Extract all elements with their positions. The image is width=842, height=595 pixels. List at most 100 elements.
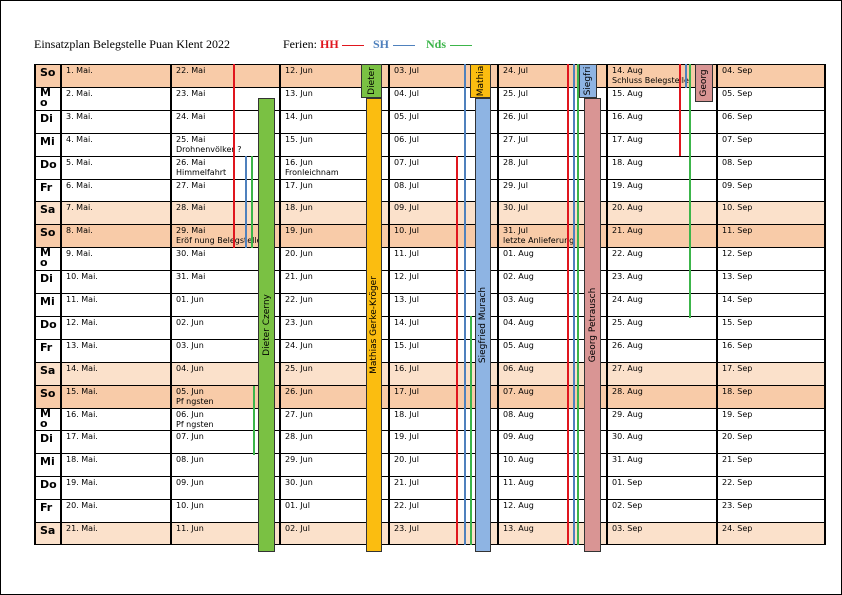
date-text: 07. Jul [394, 157, 419, 167]
date-text: 08. Jun [176, 455, 204, 465]
date-cell: 29. Jul [503, 181, 604, 202]
column-divider [170, 64, 172, 545]
date-cell: 16. Aug [612, 112, 714, 133]
legend-label: Ferien: [283, 37, 317, 51]
date-text: 21. Jun [285, 272, 313, 282]
date-text: 06. Sep [722, 111, 753, 121]
date-cell: 15. Aug [612, 89, 714, 110]
date-cell: 7. Mai. [66, 203, 168, 224]
date-cell: 20. Jul [394, 455, 495, 476]
date-text: 23. Sep [722, 501, 753, 511]
date-cell: 18. Aug [612, 158, 714, 179]
date-text: 25. Jul [503, 88, 528, 98]
column-divider [279, 64, 281, 545]
date-text: 19. Mai. [66, 478, 98, 488]
date-note: Eröf nung Belegstelle [176, 236, 262, 246]
date-cell: 25. Aug [612, 318, 714, 339]
weekday-label: Sa [40, 203, 56, 217]
date-text: 7. Mai. [66, 203, 93, 213]
date-text: 13. Sep [722, 272, 753, 282]
date-cell: 16. Mai. [66, 410, 168, 431]
date-text: 11. Jul [394, 249, 419, 259]
date-text: 19. Sep [722, 409, 753, 419]
date-cell: 11. Jun [176, 524, 277, 545]
date-text: 06. Jun [176, 409, 204, 419]
date-cell: 03. Jun [176, 341, 277, 362]
date-text: 06. Aug [503, 363, 534, 373]
date-text: 15. Mai. [66, 386, 98, 396]
weekday-label: Do [40, 317, 57, 331]
date-text: 15. Aug [612, 88, 643, 98]
date-text: 31. Jul [503, 226, 528, 236]
date-cell: 28. Mai [176, 203, 277, 224]
date-note: Schluss Belegstelle [612, 76, 689, 85]
date-cell: 06. Jul [394, 135, 495, 156]
date-cell: 26. Jul [503, 112, 604, 133]
staff-bar-label: Georg [699, 69, 709, 97]
date-cell: 08. Sep [722, 158, 824, 179]
date-text: 18. Jun [285, 203, 313, 213]
date-cell: 15. Jun [285, 135, 386, 156]
date-text: 03. Aug [503, 295, 534, 305]
row-divider [34, 476, 826, 478]
date-cell: 17. Aug [612, 135, 714, 156]
date-cell: 12. Mai. [66, 318, 168, 339]
date-text: 30. Mai [176, 249, 206, 259]
date-text: 27. Aug [612, 363, 643, 373]
date-text: 6. Mai. [66, 180, 93, 190]
date-cell: 30. Jul [503, 203, 604, 224]
date-text: 09. Jun [176, 478, 204, 488]
date-text: 21. Jul [394, 478, 419, 488]
date-text: 22. Sep [722, 478, 753, 488]
date-text: 23. Aug [612, 272, 643, 282]
date-cell: 27. Aug [612, 364, 714, 385]
date-cell: 13. Jul [394, 295, 495, 316]
column-divider [824, 64, 826, 545]
date-cell: 14. Jun [285, 112, 386, 133]
staff-bar-label: Dieter [366, 67, 377, 95]
holiday-legend: Ferien: HH SH Nds [283, 37, 472, 52]
date-cell: 22. Mai [176, 66, 277, 87]
date-cell: 28. Jul [503, 158, 604, 179]
date-cell: 4. Mai. [66, 135, 168, 156]
date-text: 24. Mai [176, 111, 206, 121]
date-cell: 18. Sep [722, 387, 824, 408]
date-text: 24. Jul [503, 66, 528, 75]
date-cell: 24. Jun [285, 341, 386, 362]
date-text: 02. Jul [285, 524, 310, 534]
weekday-label: Di [40, 272, 53, 286]
date-cell: 16. Jul [394, 364, 495, 385]
staff-bar: Georg [695, 64, 713, 102]
date-cell: 6. Mai. [66, 181, 168, 202]
date-text: 10. Mai. [66, 272, 98, 282]
legend-nds-line [450, 45, 472, 46]
date-text: 24. Aug [612, 295, 643, 305]
row-divider [34, 64, 826, 65]
column-divider [606, 64, 608, 545]
date-text: 07. Jun [176, 432, 204, 442]
date-text: 03. Sep [612, 524, 643, 534]
date-text: 11. Jun [176, 524, 204, 534]
legend-hh-line [342, 45, 364, 46]
date-cell: 04. Jun [176, 364, 277, 385]
date-text: 06. Jul [394, 134, 419, 144]
date-text: 08. Sep [722, 157, 753, 167]
date-text: 19. Aug [612, 180, 643, 190]
date-text: 10. Aug [503, 455, 534, 465]
date-text: 01. Jul [285, 501, 310, 511]
date-text: 20. Sep [722, 432, 753, 442]
date-text: 29. Jun [285, 455, 313, 465]
date-cell: 01. Aug [503, 249, 604, 270]
date-cell: 19. Jul [394, 432, 495, 453]
date-cell: 17. Mai. [66, 432, 168, 453]
holiday-line-sh [245, 156, 247, 248]
date-text: 26. Jun [285, 386, 313, 396]
date-cell: 27. Mai [176, 181, 277, 202]
date-cell: 12. Sep [722, 249, 824, 270]
weekend-row-bg [34, 384, 826, 408]
date-text: 13. Jul [394, 295, 419, 305]
holiday-line-hh [233, 64, 235, 248]
date-text: 07. Aug [503, 386, 534, 396]
staff-bar-label: Mathia [475, 65, 486, 97]
date-text: 13. Aug [503, 524, 534, 534]
